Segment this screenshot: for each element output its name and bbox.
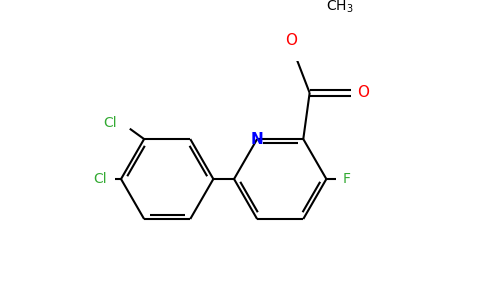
Text: O: O [286,33,297,48]
Text: CH$_3$: CH$_3$ [326,0,353,15]
Text: N: N [251,132,263,147]
Text: Cl: Cl [93,172,106,186]
Text: F: F [342,172,350,186]
Text: Cl: Cl [104,116,117,130]
Text: O: O [357,85,369,100]
